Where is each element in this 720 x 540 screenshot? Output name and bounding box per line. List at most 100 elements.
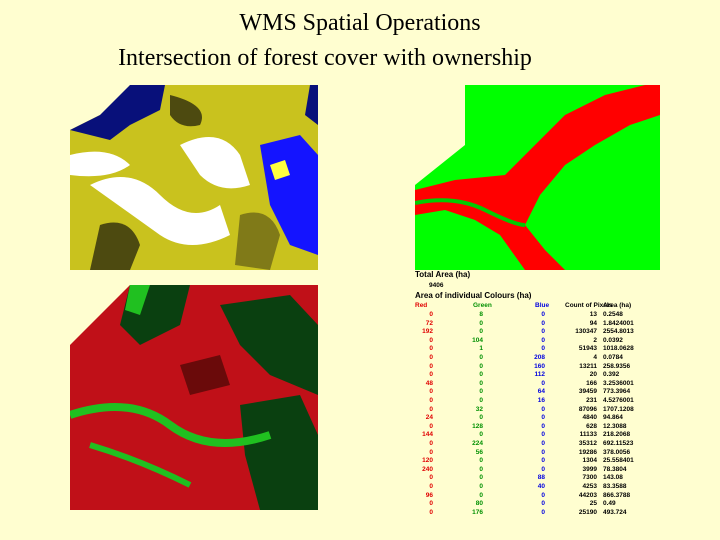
table-cell: 0 — [479, 319, 483, 327]
table-cell: 0 — [429, 483, 433, 490]
table-cell: 0 — [541, 448, 545, 456]
table-cell: 0 — [429, 508, 433, 516]
table-cell: 0 — [479, 362, 483, 370]
table-cell: 40 — [537, 483, 545, 490]
table-cell: 218.2068 — [603, 431, 631, 439]
table-cell: 48 — [425, 379, 433, 387]
table-cell: 0 — [541, 345, 545, 353]
area-table: Total Area (ha) 9406 Area of individual … — [415, 270, 665, 530]
table-cell: 0.0392 — [603, 336, 623, 344]
table-cell: 0 — [429, 448, 433, 456]
table-cell: 96 — [425, 491, 433, 499]
table-cell: 160 — [534, 362, 545, 370]
table-cell: 773.3964 — [603, 388, 631, 396]
table-cell: 87096 — [578, 405, 597, 413]
table-cell: 4253 — [582, 483, 597, 490]
table-cell: 144 — [422, 431, 433, 439]
table-cell: 231 — [586, 397, 597, 404]
table-cell: 39459 — [578, 388, 597, 396]
table-cell: 78.3804 — [603, 465, 627, 473]
table-cell: 56 — [475, 448, 483, 456]
table-cell: 0 — [541, 405, 545, 413]
table-cell: 0 — [429, 474, 433, 482]
ownership-map — [70, 85, 318, 270]
table-cell: 0 — [541, 508, 545, 516]
table-cell: 143.08 — [603, 474, 623, 482]
table-cell: 25190 — [578, 508, 597, 516]
table-cell: 4 — [593, 354, 597, 361]
table-cell: 94.864 — [603, 414, 623, 422]
table-cell: 0 — [541, 379, 545, 387]
table-cell: 4840 — [582, 414, 597, 422]
table-cell: 25.558401 — [603, 457, 634, 465]
table-cell: 1.8424001 — [603, 319, 634, 327]
table-cell: 0 — [429, 440, 433, 447]
table-cell: 25 — [589, 500, 597, 508]
table-cell: 0 — [479, 354, 483, 361]
table-cell: 0 — [429, 354, 433, 361]
table-cell: 130347 — [575, 328, 597, 336]
table-cell: 11133 — [579, 431, 597, 439]
table-cell: 0 — [429, 371, 433, 379]
table-cell: 493.724 — [603, 508, 627, 516]
table-cell: 2554.8013 — [603, 328, 634, 336]
table-cell: 0 — [479, 388, 483, 396]
table-cell: 3.2536001 — [603, 379, 634, 387]
table-cell: 104 — [472, 336, 483, 344]
table-cell: 0 — [479, 328, 483, 336]
table-cell: 0 — [479, 371, 483, 379]
table-cell: 20 — [589, 371, 597, 379]
total-label: Total Area (ha) — [415, 270, 471, 279]
table-cell: 80 — [475, 500, 483, 508]
table-cell: 8 — [479, 311, 483, 318]
table-cell: 176 — [472, 508, 483, 516]
table-cell: 0 — [479, 483, 483, 490]
table-cell: 94 — [589, 319, 597, 327]
table-cell: 0 — [479, 414, 483, 422]
table-cell: 0 — [429, 388, 433, 396]
table-cell: 192 — [422, 328, 433, 336]
table-cell: 258.9356 — [603, 362, 631, 370]
table-cell: 0 — [541, 422, 545, 430]
table-cell: 0 — [429, 362, 433, 370]
slide-title: WMS Spatial Operations — [239, 10, 481, 36]
table-cell: 0 — [479, 491, 483, 499]
table-cell: 1018.0628 — [603, 345, 634, 353]
table-cell: 0 — [541, 328, 545, 336]
table-cell: 0 — [541, 431, 545, 439]
intersection-map — [70, 285, 318, 510]
table-cell: 13211 — [579, 362, 597, 370]
table-cell: 0 — [429, 405, 433, 413]
table-cell: 64 — [537, 388, 545, 396]
table-cell: 0 — [429, 336, 433, 344]
table-cell: 0 — [541, 440, 545, 447]
column-header: Green — [473, 302, 492, 309]
table-cell: 378.0056 — [603, 448, 631, 456]
table-cell: 0 — [541, 500, 545, 508]
table-cell: 0.49 — [603, 500, 616, 508]
table-cell: 51943 — [578, 345, 597, 353]
table-cell: 0 — [429, 345, 433, 353]
column-header: Blue — [535, 302, 550, 309]
table-cell: 112 — [534, 371, 546, 379]
table-cell: 7300 — [582, 474, 597, 482]
table-cell: 0 — [479, 474, 483, 482]
table-cell: 166 — [586, 379, 597, 387]
table-cell: 0 — [479, 457, 483, 465]
table-cell: 0 — [429, 311, 433, 318]
table-cell: 32 — [475, 405, 483, 413]
column-header: Count of Pixels — [565, 302, 613, 309]
table-cell: 3999 — [582, 465, 597, 473]
table-cell: 88 — [537, 474, 545, 482]
table-cell: 44203 — [578, 491, 597, 499]
table-cell: 0 — [479, 397, 483, 404]
table-cell: 0.2548 — [603, 311, 623, 318]
table-cell: 0 — [429, 397, 433, 404]
table-cell: 208 — [534, 354, 545, 361]
table-cell: 0.392 — [603, 371, 620, 379]
table-cell: 12.3088 — [603, 422, 627, 430]
table-cell: 2 — [593, 336, 597, 344]
table-cell: 16 — [537, 397, 545, 404]
table-cell: 1 — [479, 345, 483, 353]
table-cell: 0 — [541, 311, 545, 318]
